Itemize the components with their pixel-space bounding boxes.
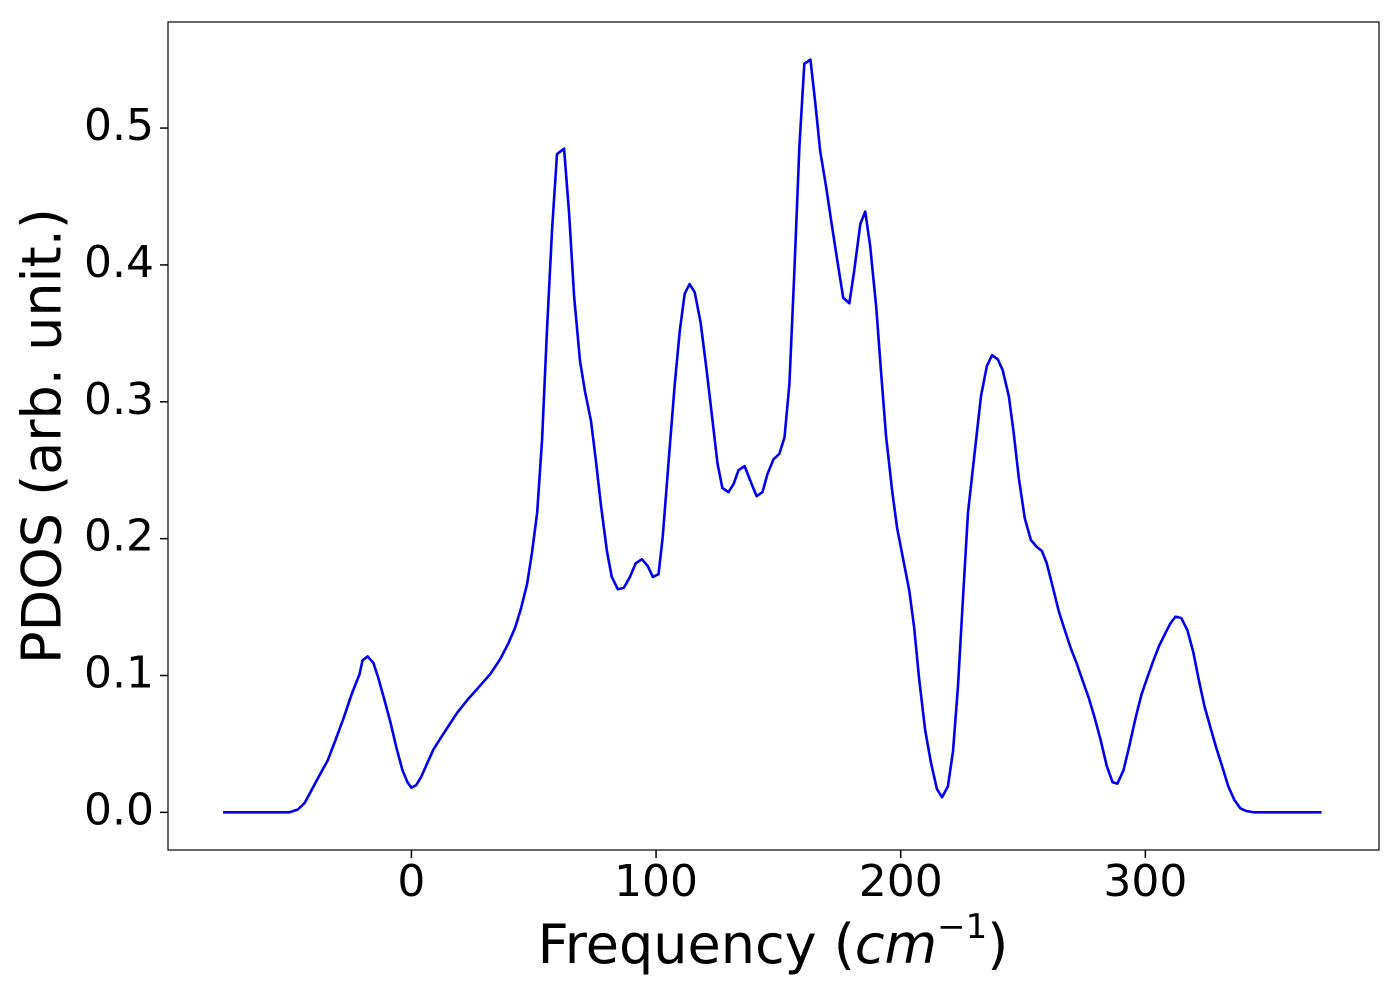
x-label-math: cm	[855, 913, 937, 976]
x-axis-label: Frequency (cm−1)	[538, 907, 1009, 976]
y-tick-label: 0.0	[84, 784, 154, 835]
x-label-sup: −1	[937, 907, 987, 947]
x-tick-label: 0	[397, 856, 425, 907]
plot-frame	[167, 21, 1380, 851]
x-label-text: Frequency (	[538, 913, 855, 976]
x-tick-label: 300	[1103, 856, 1187, 907]
line-series	[223, 58, 1322, 814]
y-tick-label: 0.4	[84, 237, 154, 288]
x-label-text: )	[987, 913, 1008, 976]
x-tick-label: 100	[614, 856, 698, 907]
y-tick-label: 0.1	[84, 648, 154, 699]
y-tick-label: 0.3	[84, 374, 154, 425]
y-tick-label: 0.2	[84, 511, 154, 562]
x-tick-label: 200	[859, 856, 943, 907]
y-axis-label: PDOS (arb. unit.)	[11, 208, 74, 664]
y-tick-label: 0.5	[84, 100, 154, 151]
